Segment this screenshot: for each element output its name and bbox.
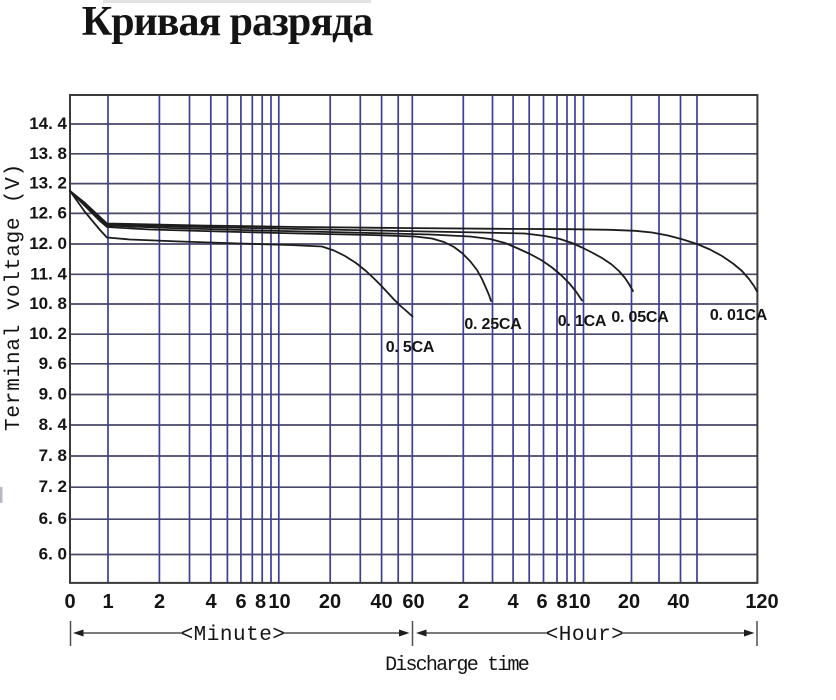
- svg-text:10: 10: [268, 591, 290, 613]
- svg-text:11. 4: 11. 4: [30, 264, 67, 283]
- svg-text:9. 6: 9. 6: [39, 354, 67, 373]
- svg-text:10. 8: 10. 8: [29, 294, 67, 313]
- svg-text:Terminal voltage (V): Terminal voltage (V): [3, 163, 26, 431]
- svg-text:0. 1CA: 0. 1CA: [558, 313, 607, 330]
- svg-text:0: 0: [64, 591, 75, 613]
- svg-text:8: 8: [556, 591, 567, 613]
- svg-text:8. 4: 8. 4: [39, 415, 68, 434]
- svg-text:2: 2: [458, 591, 469, 613]
- svg-text:6: 6: [536, 591, 547, 613]
- svg-text:12. 0: 12. 0: [29, 234, 67, 253]
- svg-text:10: 10: [568, 591, 590, 613]
- svg-text:10. 2: 10. 2: [29, 324, 67, 343]
- svg-text:60: 60: [402, 591, 424, 613]
- svg-text:14. 4: 14. 4: [29, 114, 67, 133]
- svg-text:6: 6: [235, 591, 246, 613]
- svg-text:7. 8: 7. 8: [39, 446, 67, 465]
- svg-text:0. 01CA: 0. 01CA: [710, 307, 768, 324]
- svg-text:6. 0: 6. 0: [39, 545, 67, 564]
- svg-text:20: 20: [618, 591, 640, 613]
- svg-text:4: 4: [507, 591, 519, 613]
- svg-text:2: 2: [154, 591, 165, 613]
- svg-text:0. 25CA: 0. 25CA: [464, 316, 522, 333]
- svg-text:Discharge time: Discharge time: [385, 654, 529, 677]
- svg-text:40: 40: [370, 591, 392, 613]
- svg-text:13. 2: 13. 2: [29, 174, 67, 193]
- svg-text:8: 8: [255, 591, 266, 613]
- svg-text:0. 5CA: 0. 5CA: [386, 339, 435, 356]
- svg-text:12. 6: 12. 6: [29, 203, 67, 222]
- svg-text:Кривая разряда: Кривая разряда: [82, 0, 373, 45]
- svg-text:6. 6: 6. 6: [39, 509, 67, 528]
- svg-text:0. 05CA: 0. 05CA: [611, 309, 669, 326]
- svg-text:<Hour>: <Hour>: [546, 624, 625, 647]
- svg-text:9. 0: 9. 0: [39, 385, 67, 404]
- svg-text:4: 4: [205, 591, 217, 613]
- svg-text:7. 2: 7. 2: [39, 477, 67, 496]
- svg-text:1: 1: [102, 591, 113, 613]
- svg-text:120: 120: [745, 591, 778, 613]
- svg-text:13. 8: 13. 8: [29, 144, 67, 163]
- svg-text:20: 20: [319, 591, 341, 613]
- svg-text:<Minute>: <Minute>: [181, 624, 286, 647]
- svg-text:40: 40: [667, 591, 689, 613]
